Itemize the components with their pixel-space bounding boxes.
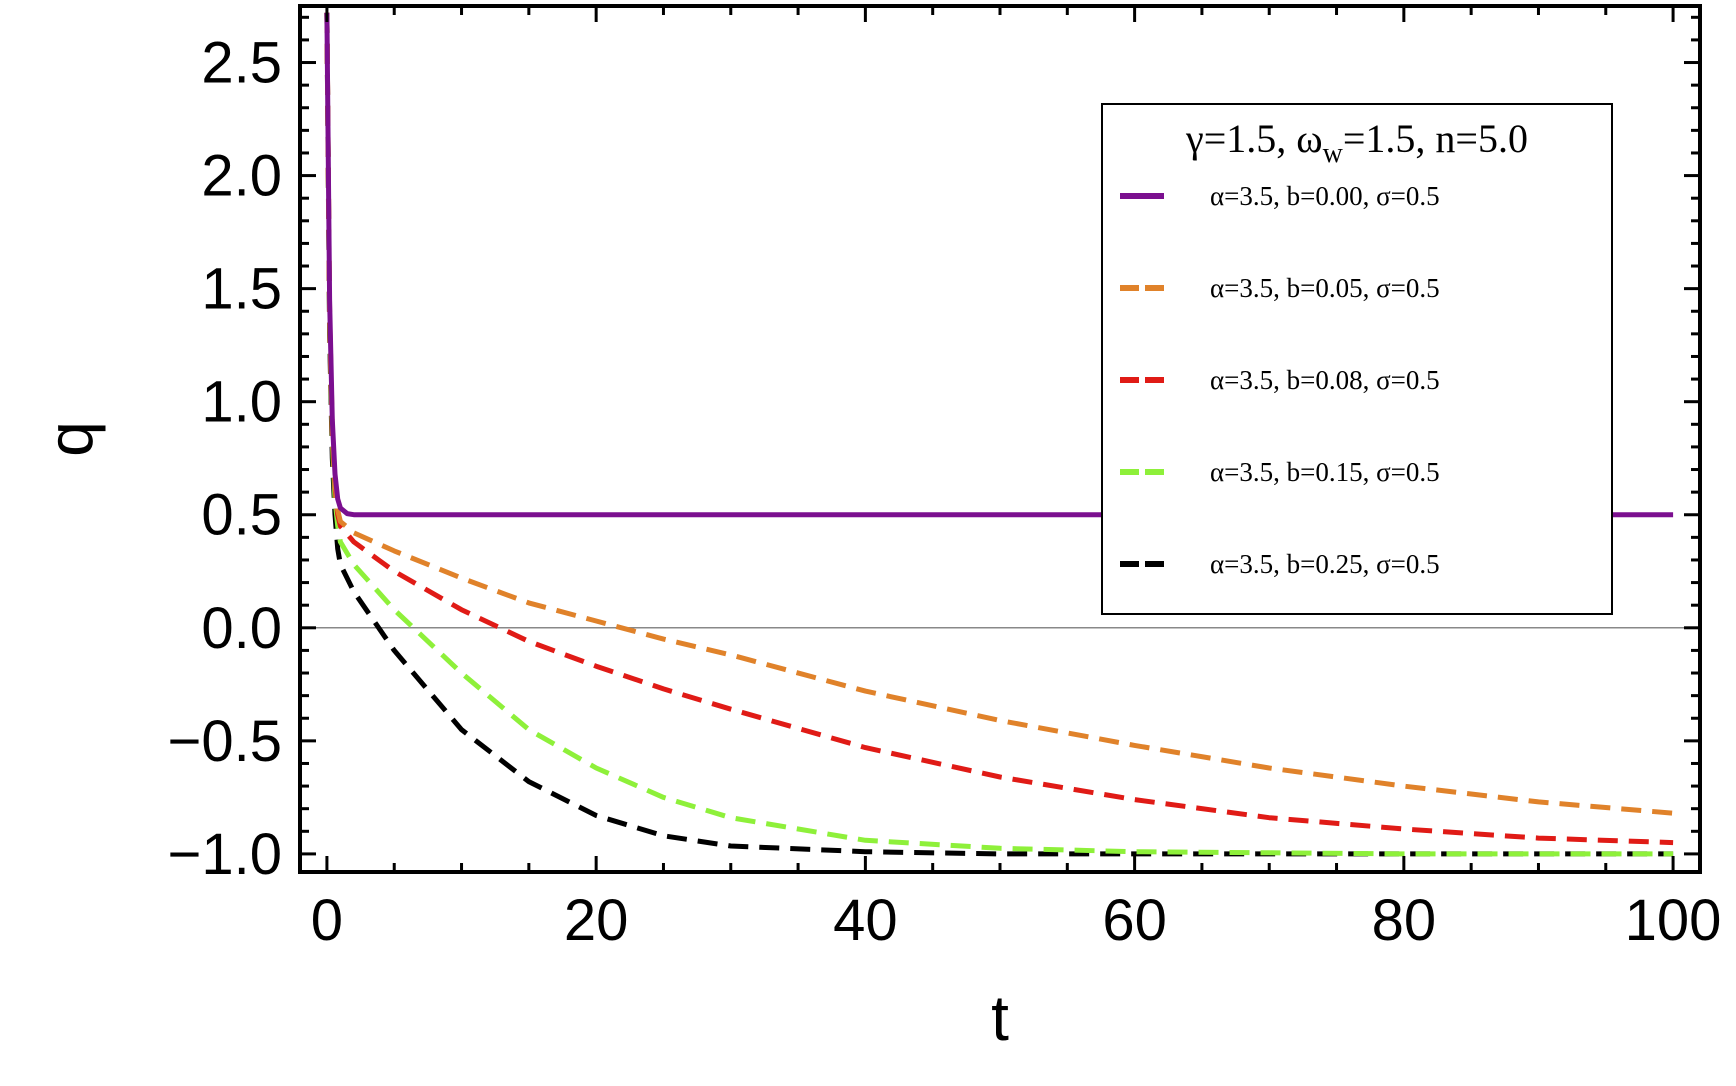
- y-tick-label: 1.5: [201, 257, 282, 322]
- legend-title: γ=1.5, ωw=1.5, n=5.0: [1185, 116, 1528, 169]
- x-axis-title: t: [991, 982, 1009, 1054]
- y-tick-label: 1.0: [201, 370, 282, 435]
- series-line-1: [324, 12, 1674, 518]
- y-tick-label: −0.5: [168, 709, 283, 774]
- legend: γ=1.5, ωw=1.5, n=5.0 α=3.5, b=0.00, σ=0.5…: [1101, 103, 1613, 615]
- y-axis-title: q: [34, 421, 106, 457]
- y-tick-label: −1.0: [168, 822, 283, 887]
- legend-label-2: α=3.5, b=0.05, σ=0.5: [1210, 273, 1440, 303]
- series-layer: [324, 12, 1674, 857]
- x-tick-label: 60: [1102, 888, 1167, 953]
- y-tick-label: 2.0: [201, 144, 282, 209]
- ticks-layer: 0 20 40 60 80 100 −1.0 −0.5 0.0 0.5 1.0 1.5 2.0 2.5: [168, 6, 1722, 953]
- x-tick-label: 100: [1625, 888, 1722, 953]
- legend-label-5: α=3.5, b=0.25, σ=0.5: [1210, 549, 1440, 579]
- y-tick-label: 0.5: [201, 483, 282, 548]
- legend-label-4: α=3.5, b=0.15, σ=0.5: [1210, 457, 1440, 487]
- legend-label-3: α=3.5, b=0.08, σ=0.5: [1210, 365, 1440, 395]
- x-tick-label: 40: [833, 888, 898, 953]
- x-tick-label: 20: [564, 888, 629, 953]
- y-tick-label: 0.0: [201, 596, 282, 661]
- x-tick-label: 80: [1372, 888, 1437, 953]
- y-tick-label: 2.5: [201, 31, 282, 96]
- x-tick-label: 0: [311, 888, 343, 953]
- series-line-5: [324, 12, 1674, 857]
- legend-box: [1101, 103, 1613, 615]
- legend-label-1: α=3.5, b=0.00, σ=0.5: [1210, 181, 1440, 211]
